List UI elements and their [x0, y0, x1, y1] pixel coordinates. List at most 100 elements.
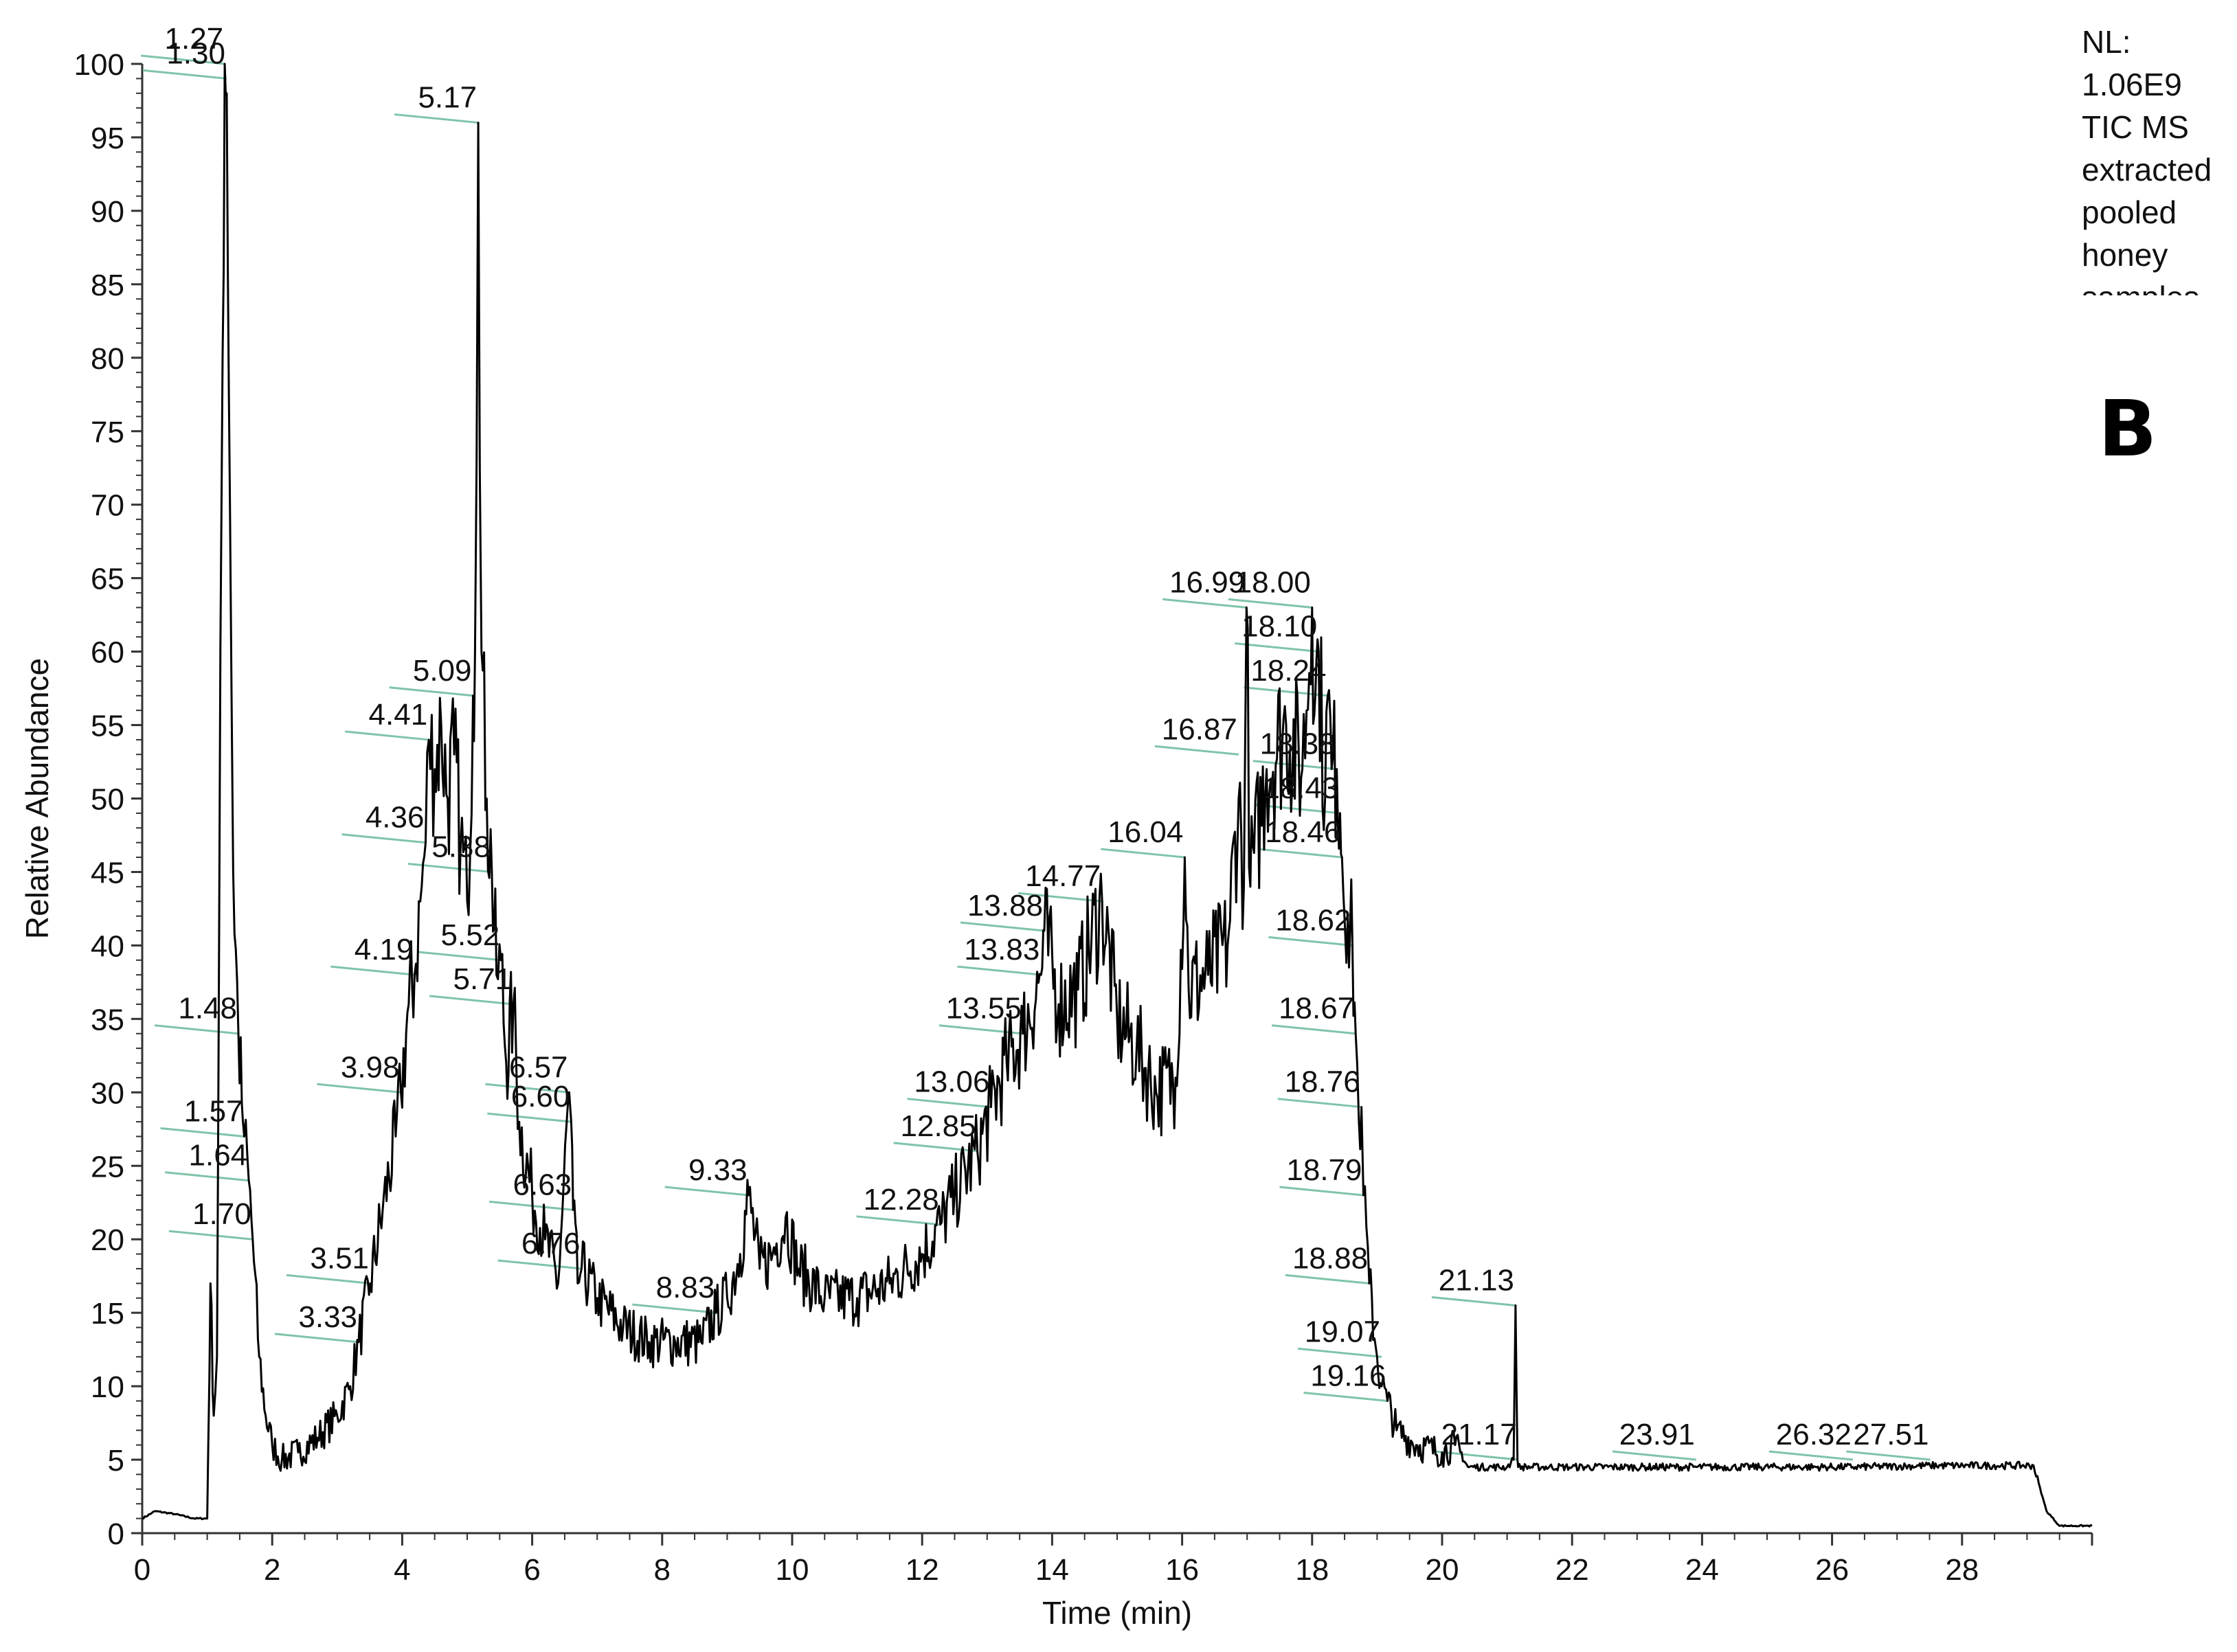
note-line: 1.06E9 — [2082, 67, 2182, 102]
peak-leader-line — [330, 965, 415, 976]
peak-label: 26.32 — [1776, 1418, 1852, 1451]
y-tick-label: 80 — [91, 342, 124, 376]
peak-leader-line — [274, 1333, 359, 1344]
peak-leader-line — [417, 951, 502, 962]
peak-label: 27.51 — [1853, 1418, 1929, 1451]
peak-label: 18.24 — [1250, 654, 1326, 688]
x-tick-label: 4 — [394, 1553, 410, 1587]
peak-label: 13.55 — [946, 992, 1022, 1026]
y-tick-label: 70 — [91, 489, 124, 523]
x-tick-label: 8 — [654, 1553, 671, 1587]
peak-label: 4.41 — [369, 698, 428, 732]
y-tick-label: 75 — [91, 416, 124, 449]
y-tick-label: 95 — [91, 122, 124, 155]
peak-label: 9.33 — [688, 1153, 747, 1187]
peak-label: 13.06 — [914, 1065, 989, 1099]
peak-label: 3.51 — [310, 1241, 369, 1275]
y-tick-label: 10 — [91, 1370, 124, 1404]
note-line: honey — [2082, 237, 2168, 273]
peak-leader-line — [142, 69, 227, 80]
peak-leader-line — [1285, 1274, 1370, 1285]
peak-leader-line — [429, 995, 514, 1006]
peak-leader-line — [856, 1215, 941, 1226]
peak-leader-line — [1303, 1391, 1388, 1402]
y-tick-label: 55 — [91, 710, 124, 743]
peak-leader-line — [1434, 1450, 1518, 1461]
peak-label: 6.57 — [509, 1050, 568, 1084]
peak-labels: 1.271.30 5.17 5.09 4.41 4.365.38 4.19 5.52 5.71… — [165, 22, 1929, 1451]
peak-leader-line — [407, 862, 493, 873]
x-tick-label: 24 — [1685, 1553, 1719, 1587]
tic-trace-line — [142, 63, 2093, 1528]
x-tick-label: 14 — [1035, 1553, 1069, 1587]
peak-label: 3.33 — [298, 1300, 357, 1334]
peak-leader-line — [140, 54, 225, 65]
peak-label: 18.10 — [1241, 610, 1317, 644]
y-tick-label: 35 — [91, 1003, 124, 1037]
peak-leader-line — [394, 113, 479, 124]
x-tick-label: 2 — [264, 1553, 280, 1587]
y-tick-label: 0 — [108, 1517, 124, 1551]
y-tick-label: 45 — [91, 856, 124, 890]
peak-label-leaders — [140, 54, 1931, 1461]
note-line: samples — [2082, 276, 2233, 295]
y-tick-label: 65 — [91, 563, 124, 596]
peak-label: 1.48 — [178, 992, 237, 1026]
peak-leader-line — [1256, 804, 1340, 815]
peak-label: 8.83 — [656, 1271, 715, 1304]
x-tick-label: 22 — [1555, 1553, 1589, 1587]
peak-label: 5.52 — [441, 918, 500, 952]
peak-leader-line — [317, 1083, 401, 1094]
y-tick-label: 50 — [91, 783, 124, 817]
peak-leader-line — [1272, 1024, 1356, 1035]
peak-leader-line — [286, 1274, 371, 1285]
peak-leader-line — [154, 1024, 239, 1035]
peak-label: 1.57 — [184, 1094, 243, 1128]
peak-leader-line — [160, 1127, 245, 1138]
x-tick-label: 26 — [1815, 1553, 1849, 1587]
peak-label: 6.60 — [511, 1080, 570, 1113]
peak-leader-line — [1101, 848, 1185, 859]
x-tick-label: 16 — [1165, 1553, 1199, 1587]
y-axis-title: Relative Abundance — [19, 658, 55, 939]
peak-leader-line — [632, 1303, 717, 1314]
peak-label: 18.38 — [1260, 727, 1336, 761]
peak-label: 1.64 — [189, 1139, 248, 1173]
peak-label: 23.91 — [1619, 1418, 1695, 1451]
peak-leader-line — [1279, 1186, 1364, 1197]
peak-label: 13.83 — [964, 933, 1039, 966]
peak-label: 18.67 — [1279, 992, 1354, 1026]
peak-label: 16.99 — [1169, 565, 1245, 599]
peak-label: 21.17 — [1441, 1418, 1517, 1451]
y-tick-label: 100 — [74, 48, 124, 82]
peak-label: 3.98 — [341, 1050, 400, 1084]
peak-label: 5.09 — [413, 654, 472, 688]
peak-label: 6.76 — [521, 1227, 581, 1260]
panel-label: B — [2098, 385, 2157, 474]
peak-label: 18.79 — [1286, 1153, 1362, 1187]
y-tick-label: 20 — [91, 1223, 124, 1257]
peak-leader-line — [341, 833, 426, 844]
y-tick-label: 5 — [108, 1444, 124, 1478]
x-axis-ticks: 0 2 4 6 8 10 12 14 16 18 20 22 24 26 28 — [134, 1533, 2093, 1587]
peak-label: 5.71 — [453, 962, 513, 996]
peak-label: 1.30 — [166, 36, 225, 70]
peak-label: 18.00 — [1235, 565, 1311, 599]
normalization-note: NL: 1.06E9 TIC MS extracted pooled honey… — [2082, 21, 2233, 295]
peak-leader-line — [1277, 1098, 1362, 1109]
peak-label: 1.70 — [192, 1197, 251, 1231]
peak-leader-line — [1268, 936, 1353, 947]
peak-leader-line — [1297, 1347, 1382, 1358]
peak-leader-line — [664, 1186, 749, 1197]
x-tick-label: 12 — [906, 1553, 939, 1587]
x-tick-label: 0 — [134, 1553, 150, 1587]
y-tick-label: 60 — [91, 636, 124, 670]
peak-leader-line — [389, 686, 473, 697]
peak-leader-line — [893, 1142, 978, 1153]
peak-label: 19.16 — [1310, 1359, 1386, 1392]
x-tick-label: 28 — [1945, 1553, 1979, 1587]
peak-label: 14.77 — [1025, 859, 1101, 893]
peak-label: 5.17 — [418, 81, 477, 115]
peak-label: 6.63 — [513, 1168, 572, 1201]
